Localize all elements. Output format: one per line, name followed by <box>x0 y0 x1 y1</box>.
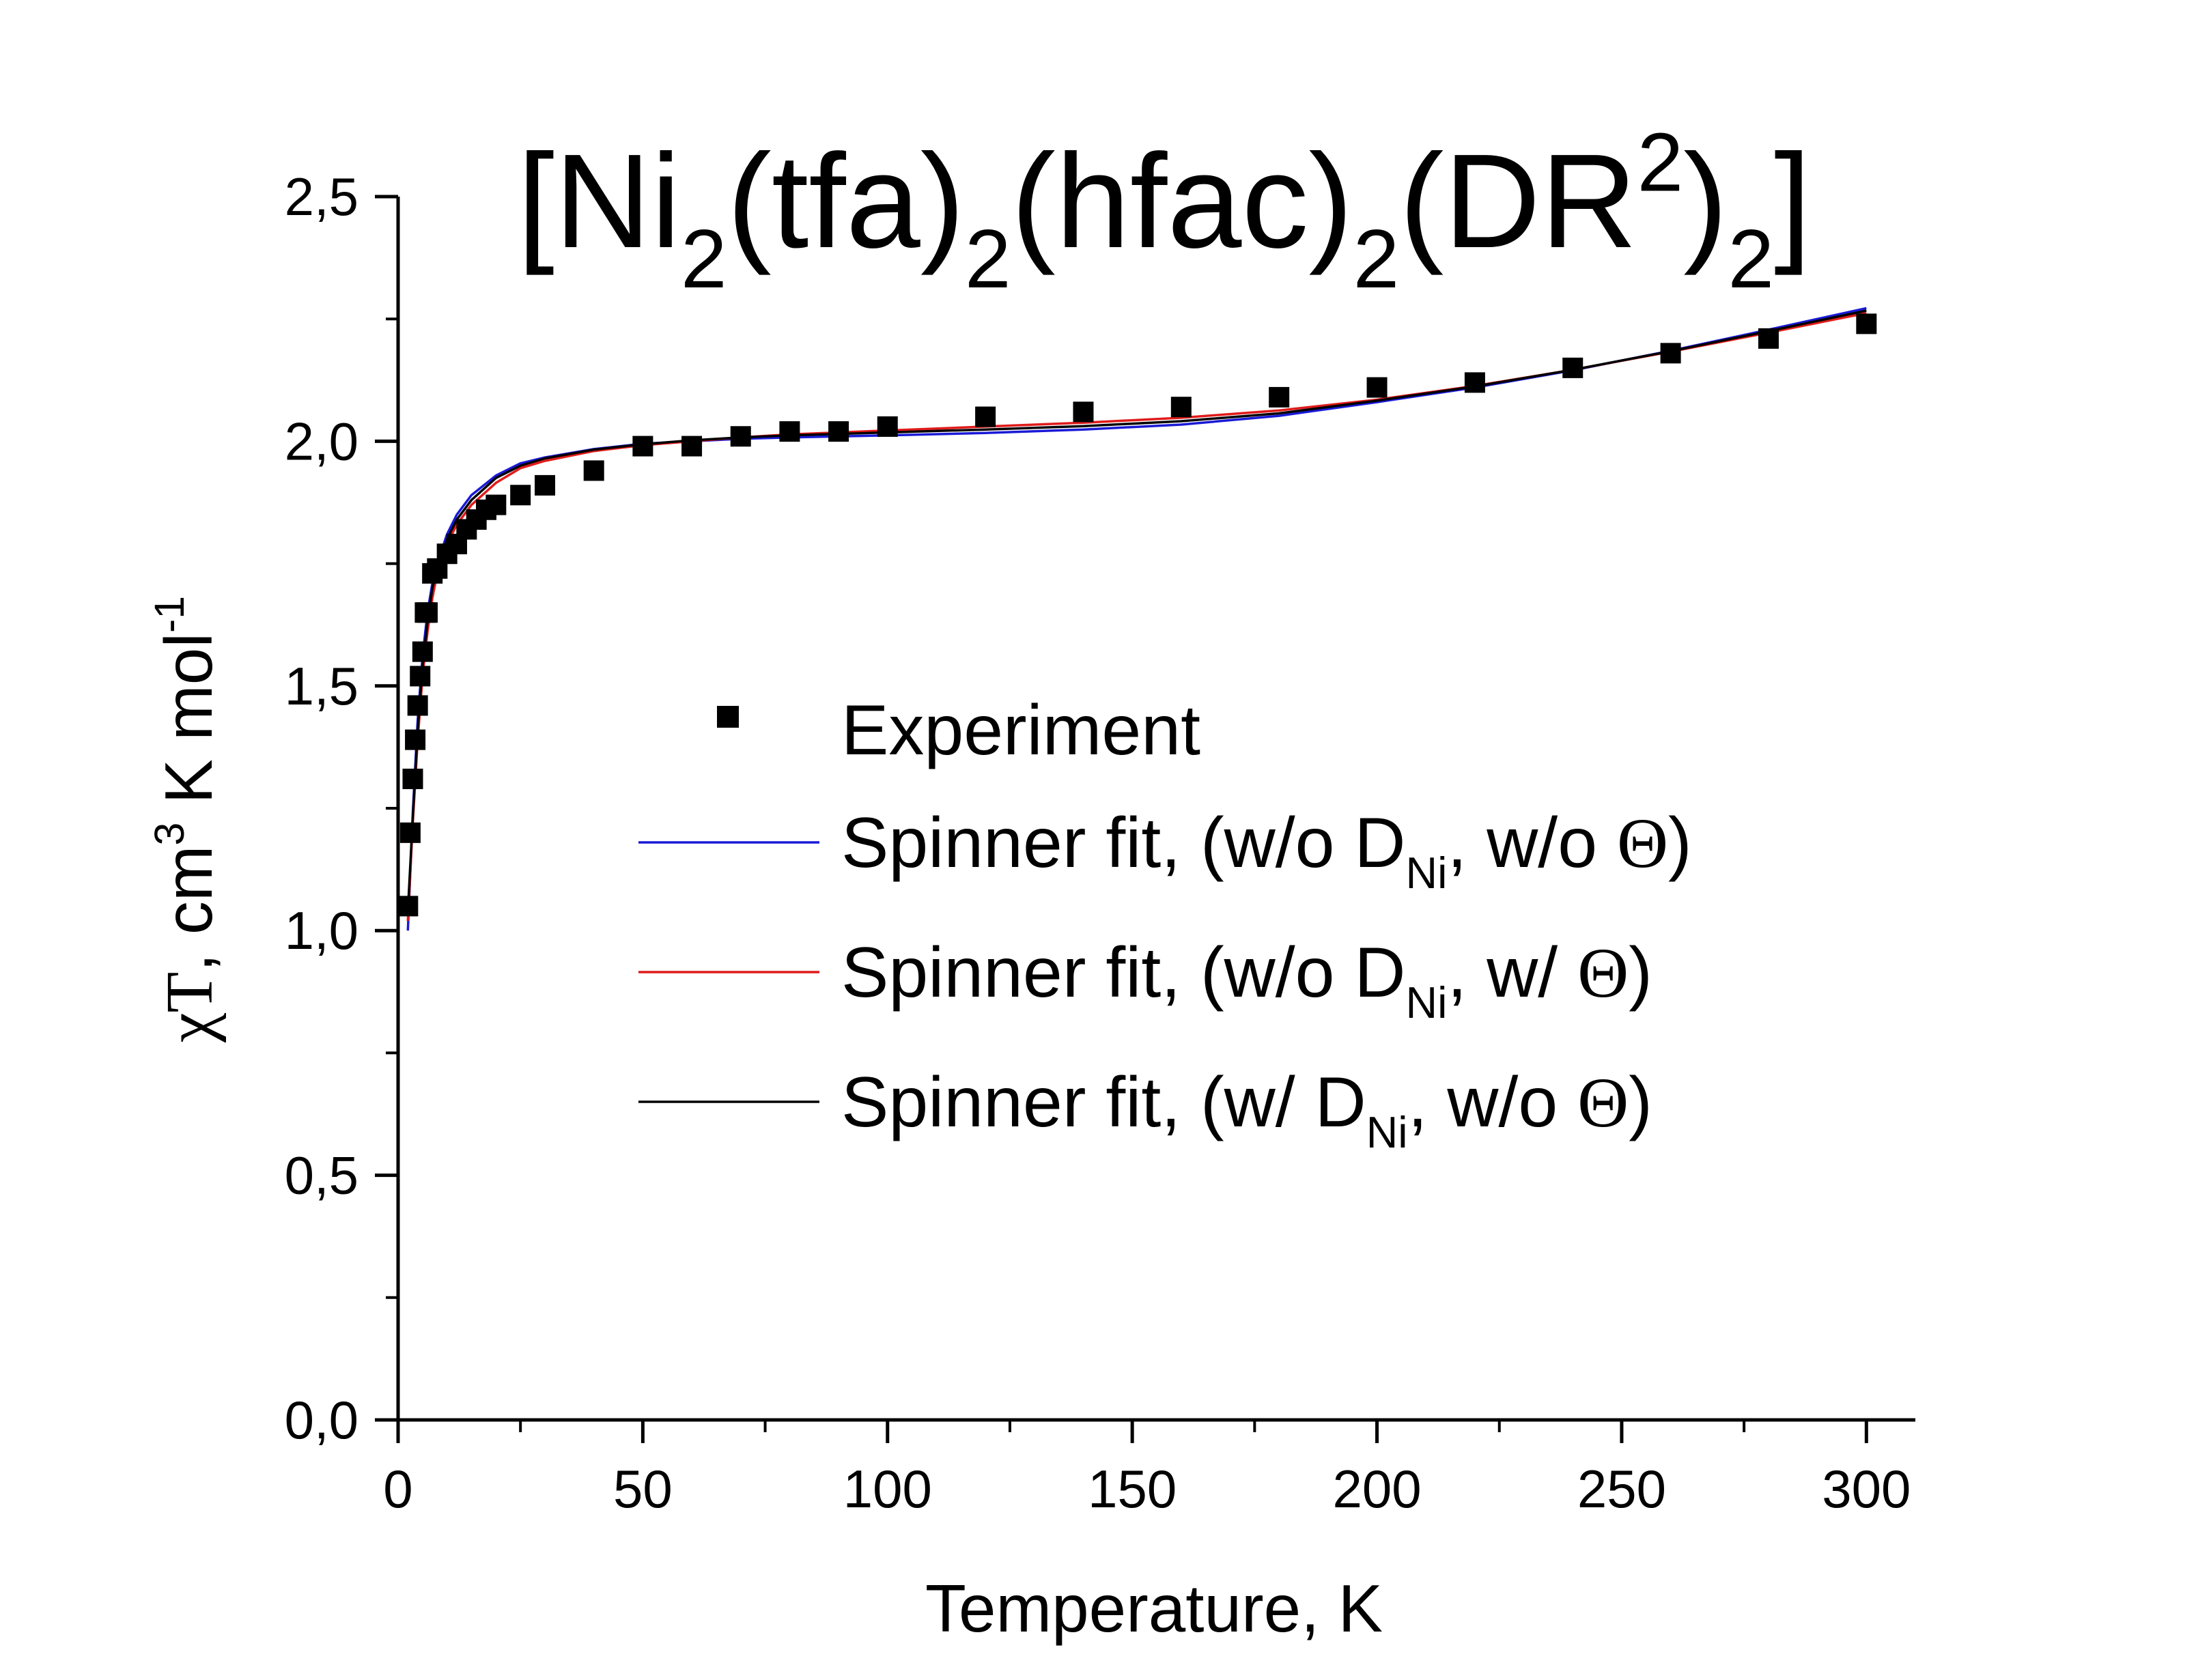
data-point <box>828 421 849 442</box>
data-point <box>510 485 531 506</box>
data-point <box>632 436 653 457</box>
y-tick-label: 2,0 <box>285 411 358 471</box>
legend-label: Spinner fit, (w/o DNi, w/ Θ) <box>841 933 1652 1027</box>
data-point <box>412 641 433 662</box>
data-point <box>779 421 800 442</box>
y-axis-title-rotated: χT, cm3 K mol-1 <box>146 596 227 1043</box>
chart-title-group: [Ni2(tfa)2(hfac)2(DR2)2] <box>517 116 1811 305</box>
data-point <box>1366 377 1388 398</box>
y-axis-title-group: χT, cm3 K mol-1 <box>146 596 227 1043</box>
experiment-markers <box>397 313 1877 917</box>
data-point <box>1073 401 1094 423</box>
legend-label: Spinner fit, (w/o DNi, w/o Θ) <box>841 803 1692 898</box>
data-point <box>730 426 751 447</box>
legend-label: Experiment <box>841 691 1200 770</box>
data-point <box>1758 328 1779 349</box>
data-point <box>485 494 507 515</box>
data-point <box>1269 386 1290 408</box>
x-tick-label: 100 <box>843 1459 932 1519</box>
y-tick-label: 0,5 <box>285 1145 358 1206</box>
y-axis-title: χT, cm3 K mol-1 <box>146 596 227 1043</box>
data-point <box>1464 372 1485 393</box>
x-axis-title: Temperature, K <box>925 1571 1383 1646</box>
data-point <box>1562 357 1583 378</box>
x-tick-label: 150 <box>1088 1459 1177 1519</box>
data-point <box>417 602 438 623</box>
data-point <box>681 436 703 457</box>
x-tick-label: 50 <box>613 1459 673 1519</box>
y-tick-label: 1,5 <box>285 656 358 716</box>
x-tick-label: 200 <box>1332 1459 1421 1519</box>
data-point <box>975 406 996 427</box>
data-point <box>1856 313 1877 334</box>
legend-label: Spinner fit, (w/ DNi, w/o Θ) <box>841 1063 1652 1157</box>
data-point <box>877 416 898 437</box>
data-point <box>583 460 604 481</box>
data-point <box>402 768 423 789</box>
x-tick-label: 0 <box>383 1459 412 1519</box>
data-point <box>397 896 419 917</box>
chart-title: [Ni2(tfa)2(hfac)2(DR2)2] <box>517 116 1811 305</box>
axes: 0 50 100 150 200 250 300 0,0 0,5 1,0 1,5 2,0 2,5 <box>285 167 1915 1519</box>
y-tick-label: 0,0 <box>285 1390 358 1450</box>
data-point <box>410 666 431 687</box>
y-tick-label: 2,5 <box>285 167 358 227</box>
data-point <box>399 822 421 843</box>
y-tick-label: 1,0 <box>285 900 358 960</box>
legend-swatch-marker <box>717 706 739 728</box>
legend: Experiment Spinner fit, (w/o DNi, w/o Θ) S… <box>638 691 1692 1157</box>
data-point <box>405 729 426 750</box>
data-point <box>535 474 556 496</box>
data-point <box>407 695 428 716</box>
x-tick-label: 300 <box>1822 1459 1911 1519</box>
data-point <box>1170 397 1192 418</box>
x-tick-label: 250 <box>1577 1459 1666 1519</box>
data-point <box>1660 343 1681 364</box>
fit-line-3 <box>406 309 1867 911</box>
